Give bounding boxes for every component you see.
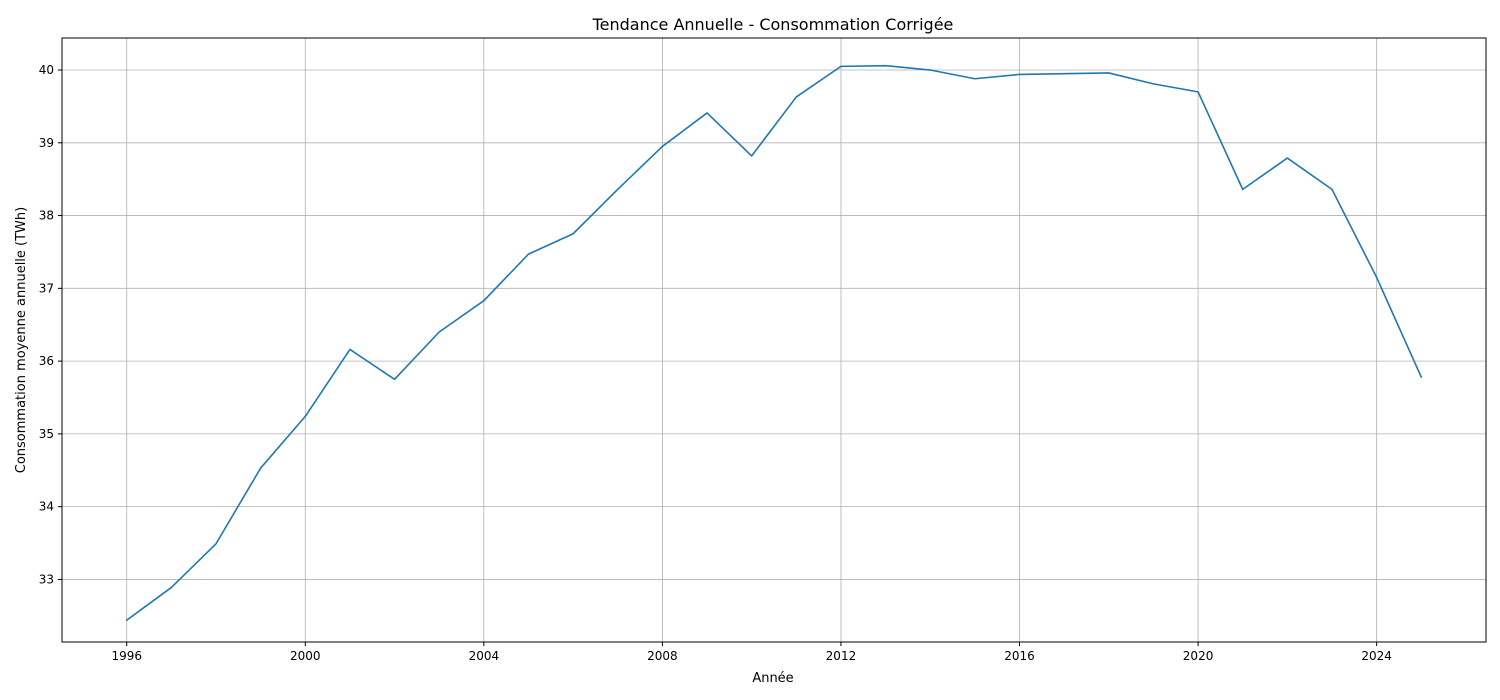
y-tick-label: 36 bbox=[39, 354, 54, 368]
y-tick-label: 38 bbox=[39, 209, 54, 223]
y-tick-label: 39 bbox=[39, 136, 54, 150]
y-tick-label: 33 bbox=[39, 572, 54, 586]
x-tick-label: 1996 bbox=[111, 649, 142, 663]
y-tick-label: 35 bbox=[39, 427, 54, 441]
grid-layer bbox=[62, 38, 1486, 642]
series-line bbox=[125, 64, 1423, 621]
x-axis-label: Année bbox=[752, 671, 793, 686]
series-layer bbox=[125, 64, 1423, 621]
y-tick-label: 37 bbox=[39, 281, 54, 295]
y-tick-label: 40 bbox=[39, 63, 54, 77]
tick-layer: 1996 2000 2004 2008 2012 2016 2020 2024 33 34 35 36… bbox=[39, 63, 1392, 663]
x-tick-label: 2020 bbox=[1183, 649, 1214, 663]
plot-frame bbox=[61, 37, 1487, 643]
y-axis-label: Consommation moyenne annuelle (TWh) bbox=[14, 207, 29, 473]
x-tick-label: 2012 bbox=[826, 649, 857, 663]
x-tick-label: 2008 bbox=[647, 649, 678, 663]
x-tick-label: 2000 bbox=[290, 649, 321, 663]
x-tick-label: 2004 bbox=[469, 649, 500, 663]
x-tick-label: 2024 bbox=[1361, 649, 1392, 663]
y-tick-label: 34 bbox=[39, 500, 54, 514]
x-tick-label: 2016 bbox=[1004, 649, 1035, 663]
chart-title: Tendance Annuelle - Consommation Corrigé… bbox=[592, 15, 954, 34]
